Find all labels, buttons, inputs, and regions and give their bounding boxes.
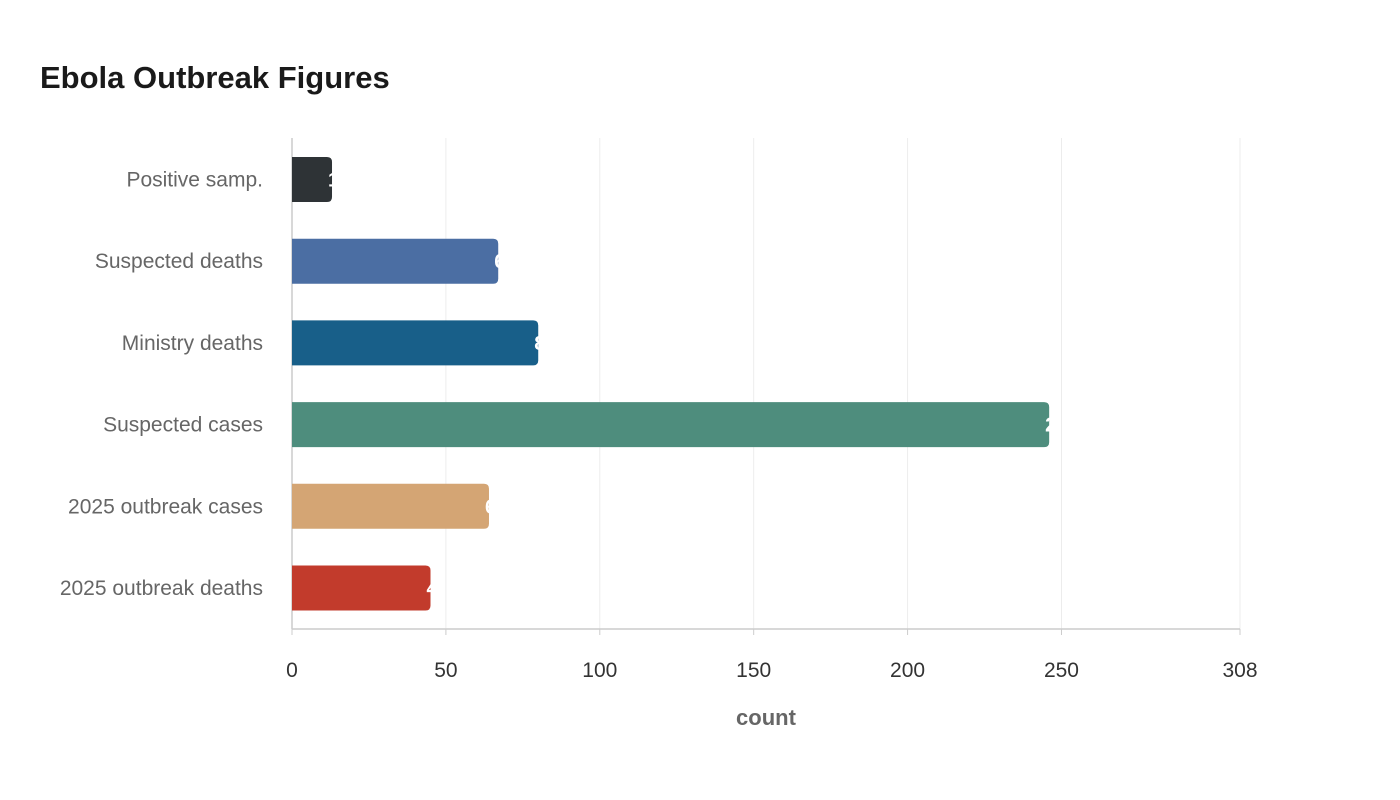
bar[interactable] <box>292 157 333 202</box>
x-axis-title: count <box>736 705 797 730</box>
category-label: Positive samp. <box>126 169 263 192</box>
x-tick-label: 0 <box>286 659 298 682</box>
bar-value-label: 8 <box>534 333 545 355</box>
chart-title: Ebola Outbreak Figures <box>40 60 390 95</box>
grid-lines <box>445 138 1241 629</box>
x-tick-label: 150 <box>736 659 771 682</box>
category-label: 2025 outbreak deaths <box>60 577 263 600</box>
bar[interactable] <box>292 238 499 284</box>
x-tick-label: 200 <box>890 659 925 682</box>
axes <box>291 138 1241 635</box>
x-tick-label: 308 <box>1222 659 1257 682</box>
x-tick-label: 50 <box>434 659 457 682</box>
x-tick-label: 250 <box>1044 659 1079 682</box>
x-tick-labels: 0 50 100 150 200 250 308 <box>286 659 1257 682</box>
bar-value-label: 1 <box>328 170 339 192</box>
category-label: Suspected deaths <box>95 250 263 273</box>
category-label: 2025 outbreak cases <box>68 495 263 518</box>
bar[interactable] <box>292 483 489 529</box>
category-label: Ministry deaths <box>122 332 263 355</box>
category-label: Suspected cases <box>103 414 263 437</box>
bar[interactable] <box>292 565 431 611</box>
bar-value-label: 6 <box>494 251 505 273</box>
x-tick-label: 100 <box>582 659 617 682</box>
bar[interactable] <box>292 402 1050 448</box>
bar-value-label: 6 <box>485 496 496 518</box>
bar[interactable] <box>292 320 539 366</box>
bar-value-label: 2 <box>1045 415 1056 437</box>
bar-value-label: 4 <box>427 578 439 600</box>
bars: 1 6 8 2 6 4 <box>292 157 1056 611</box>
category-labels: Positive samp. Suspected deaths Ministry d… <box>60 169 263 601</box>
